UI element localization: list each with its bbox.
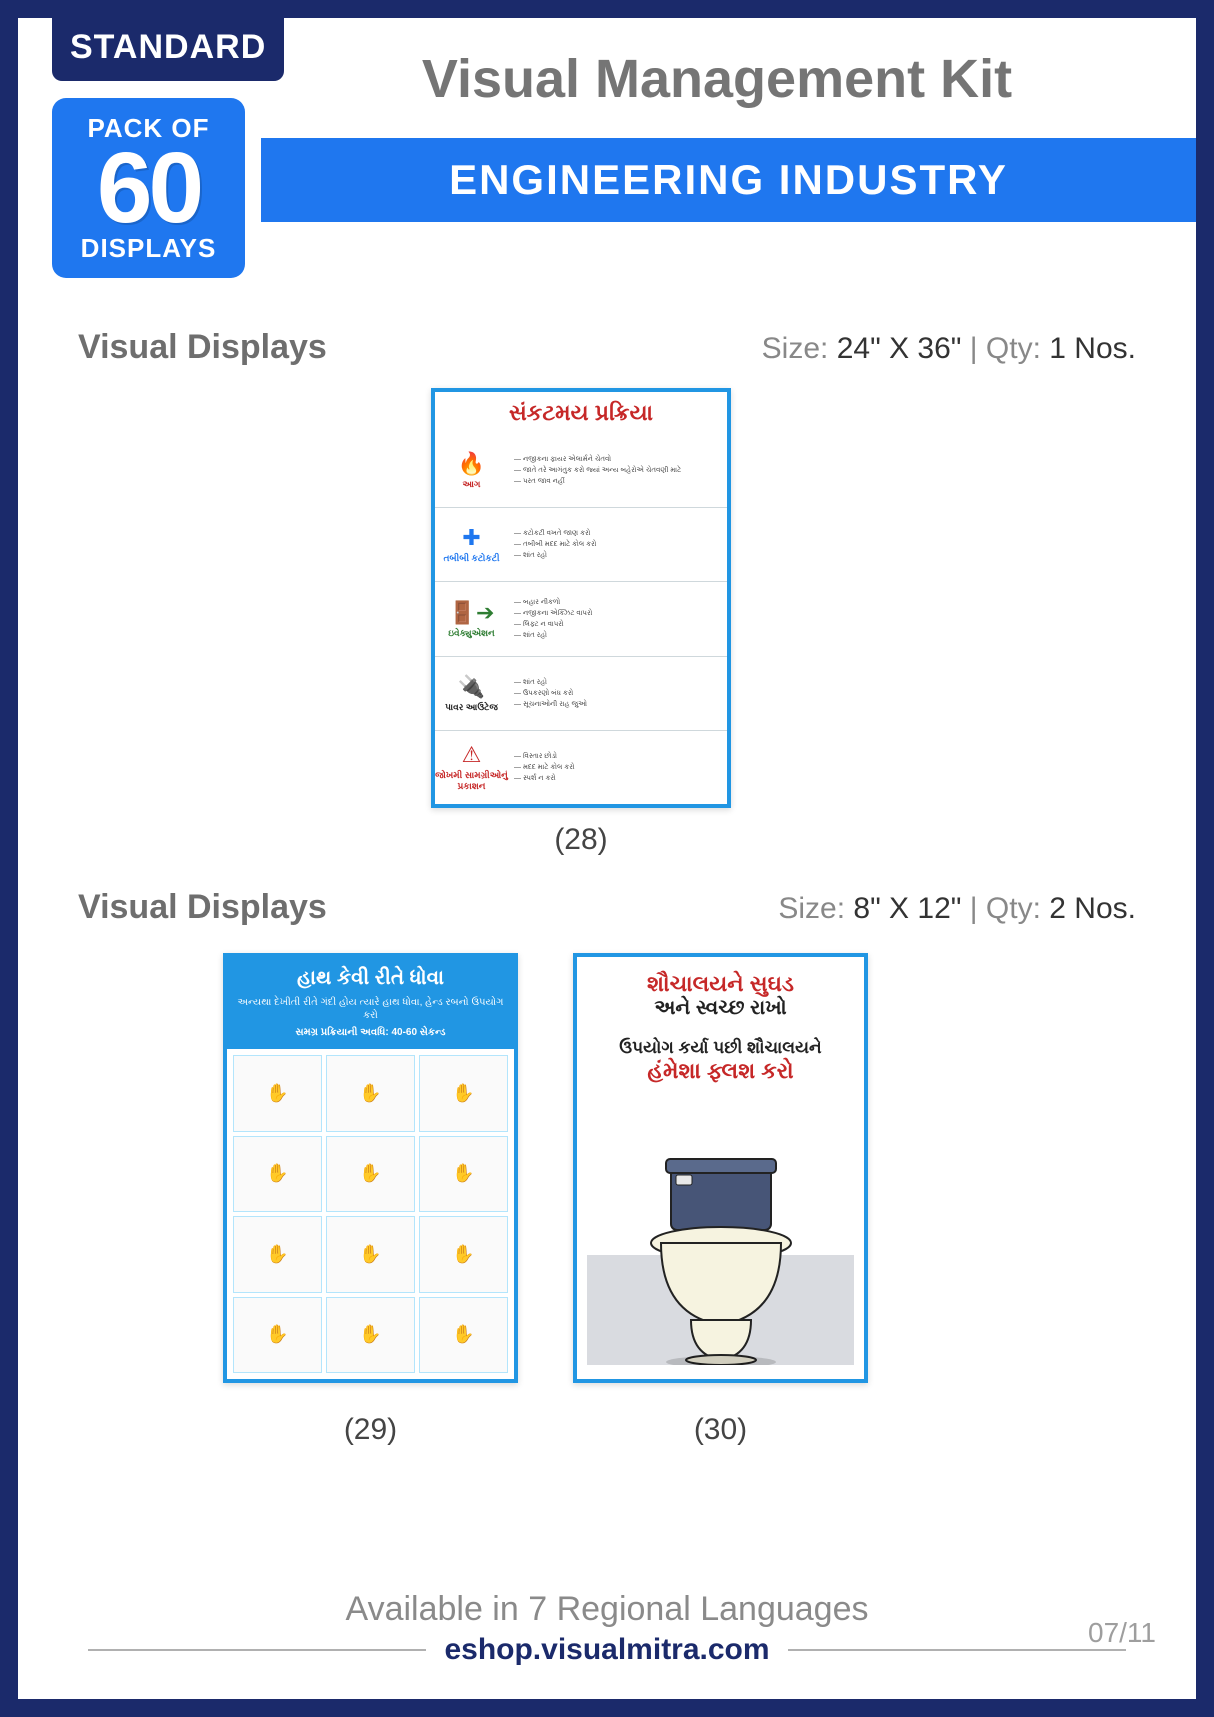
poster30-line2: હંમેશા ફ્લશ કરો (647, 1058, 793, 1084)
poster28-row: 🚪➔ઇવેક્યુએશનબહાર નીકળોનજીકના એક્ઝિટ વાપર… (435, 581, 727, 655)
pack-count: 60 (60, 143, 237, 233)
poster-30: શૌચાલયને સુઘડ અને સ્વચ્છ રાખો ઉપયોગ કર્ય… (573, 953, 868, 1383)
poster28-caption: (28) (431, 823, 731, 857)
poster29-step: ✋ (326, 1136, 415, 1213)
footer-languages: Available in 7 Regional Languages (18, 1590, 1196, 1629)
poster29-step: ✋ (233, 1136, 322, 1213)
poster29-step: ✋ (419, 1055, 508, 1132)
poster29-step: ✋ (233, 1216, 322, 1293)
poster29-step: ✋ (326, 1297, 415, 1374)
section2-header: Visual Displays Size: 8" X 12" | Qty: 2 … (78, 888, 1136, 927)
displays-label: DISPLAYS (60, 235, 237, 261)
poster29-step: ✋ (326, 1055, 415, 1132)
poster29-header: હાથ કેવી રીતે ધોવા અન્યથા દેખીતી રીતે ગં… (227, 957, 514, 1049)
section1-heading: Visual Displays (78, 328, 327, 367)
poster28-row: ⚠જોખમી સામગ્રીઓનું પ્રકાશનવિસ્તાર છોડોમદ… (435, 730, 727, 804)
footer-divider: eshop.visualmitra.com (88, 1633, 1126, 1667)
footer-url: eshop.visualmitra.com (426, 1633, 787, 1667)
poster29-step: ✋ (419, 1136, 508, 1213)
poster29-step: ✋ (419, 1297, 508, 1374)
poster30-line1: ઉપયોગ કર્યા પછી શૌચાલયને (619, 1038, 821, 1058)
poster29-step: ✋ (419, 1216, 508, 1293)
section1-meta: Size: 24" X 36" | Qty: 1 Nos. (762, 332, 1136, 366)
section2-meta: Size: 8" X 12" | Qty: 2 Nos. (778, 892, 1136, 926)
section1-header: Visual Displays Size: 24" X 36" | Qty: 1… (78, 328, 1136, 367)
poster30-title-black: અને સ્વચ્છ રાખો (654, 997, 786, 1020)
poster-29: હાથ કેવી રીતે ધોવા અન્યથા દેખીતી રીતે ગં… (223, 953, 518, 1383)
page-number: 07/11 (1088, 1617, 1156, 1649)
standard-badge: STANDARD (52, 18, 284, 81)
poster28-row: ✚તબીબી કટોકટીકટોકટી વખતે જાણ કરોતબીબી મદ… (435, 507, 727, 581)
poster29-step: ✋ (233, 1055, 322, 1132)
poster28-row: 🔥આગનજીકના ફાયર એલાર્મને ચેતવોજાતે તરે આગ… (435, 434, 727, 507)
poster30-caption: (30) (573, 1413, 868, 1447)
section2-heading: Visual Displays (78, 888, 327, 927)
toilet-illustration (587, 1255, 854, 1365)
poster29-step: ✋ (326, 1216, 415, 1293)
pack-badge: PACK OF 60 DISPLAYS (52, 98, 245, 278)
poster29-caption: (29) (223, 1413, 518, 1447)
industry-bar: ENGINEERING INDUSTRY (261, 138, 1196, 222)
main-title: Visual Management Kit (278, 48, 1156, 110)
poster29-step: ✋ (233, 1297, 322, 1374)
poster28-row: 🔌પાવર આઉટેજશાંત રહોઉપકરણો બંધ કરોસૂચનાઓન… (435, 656, 727, 730)
poster28-title: સંકટમય પ્રક્રિયા (435, 392, 727, 434)
poster30-title-red: શૌચાલયને સુઘડ (647, 971, 794, 997)
poster-28: સંકટમય પ્રક્રિયા 🔥આગનજીકના ફાયર એલાર્મને… (431, 388, 731, 808)
